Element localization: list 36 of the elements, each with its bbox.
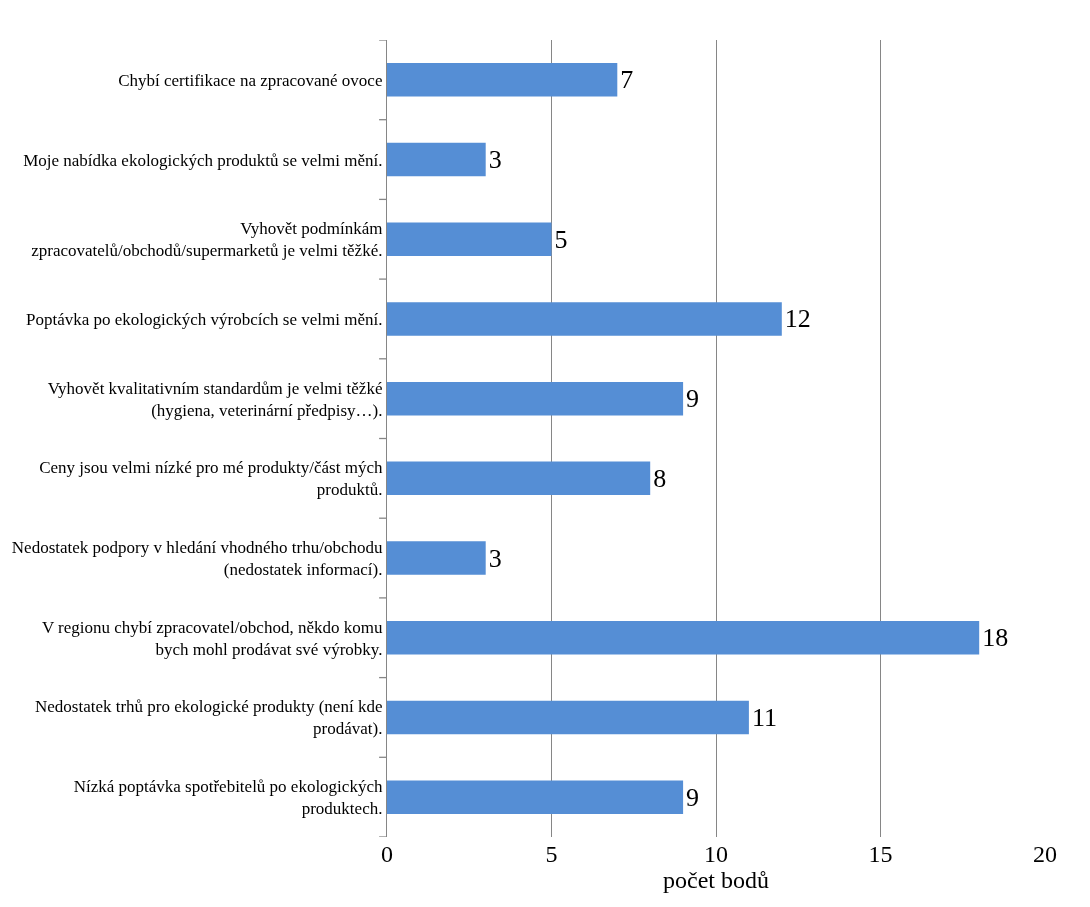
bar <box>387 222 552 256</box>
y-tick-label: Nedostatek trhů pro ekologické produkty (není kde prodávat). <box>34 697 383 739</box>
bar <box>387 381 684 416</box>
y-tick-label: Nízká poptávka spotřebitelů po ekologických produktech. <box>73 777 383 819</box>
y-tick-label: Vyhovět kvalitativním standardům je velmi těžké (hygiena, veterinární předpisy…). <box>47 378 383 420</box>
bar <box>387 63 618 97</box>
y-tick-label: Nedostatek podpory v hledání vhodného trhu/obchodu (nedostatek informací). <box>11 537 383 580</box>
y-tick-label: Vyhovět podmínkám zpracovatelů/obchodů/supermarketů je velmi těžké. <box>31 219 383 261</box>
data-label: 18 <box>982 623 1009 653</box>
data-label: 12 <box>784 304 811 334</box>
x-tick-label: 20 <box>1033 841 1057 867</box>
x-tick-label: 0 <box>381 841 393 867</box>
bar <box>387 142 486 177</box>
bar <box>387 780 684 814</box>
y-tick-label: Chybí certifikace na zpracované ovoce <box>118 70 383 90</box>
data-label: 5 <box>554 224 568 254</box>
data-label: 3 <box>488 543 502 573</box>
x-axis-title: počet bodů <box>663 867 769 893</box>
bar <box>387 621 980 655</box>
bar <box>387 302 782 336</box>
bar <box>387 461 651 496</box>
data-label: 7 <box>620 65 634 95</box>
bar <box>387 541 486 575</box>
y-tick-label: Ceny jsou velmi nízké pro mé produkty/část mých produktů. <box>39 458 383 500</box>
x-tick-label: 10 <box>704 841 728 867</box>
y-tick-label: V regionu chybí zpracovatel/obchod, někdo komu bych mohl prodávat své výrobky. <box>41 617 383 659</box>
y-tick-label: Poptávka po ekologických výrobcích se velmi mění. <box>26 309 383 329</box>
data-label: 11 <box>751 702 777 732</box>
data-label: 9 <box>686 782 700 812</box>
x-tick-label: 15 <box>868 841 893 867</box>
data-label: 8 <box>653 463 667 493</box>
bar <box>387 700 749 735</box>
data-label: 9 <box>686 384 700 414</box>
x-tick-label: 5 <box>545 841 558 867</box>
data-label: 3 <box>488 145 502 175</box>
y-tick-label: Moje nabídka ekologických produktů se velmi mění. <box>23 150 383 170</box>
